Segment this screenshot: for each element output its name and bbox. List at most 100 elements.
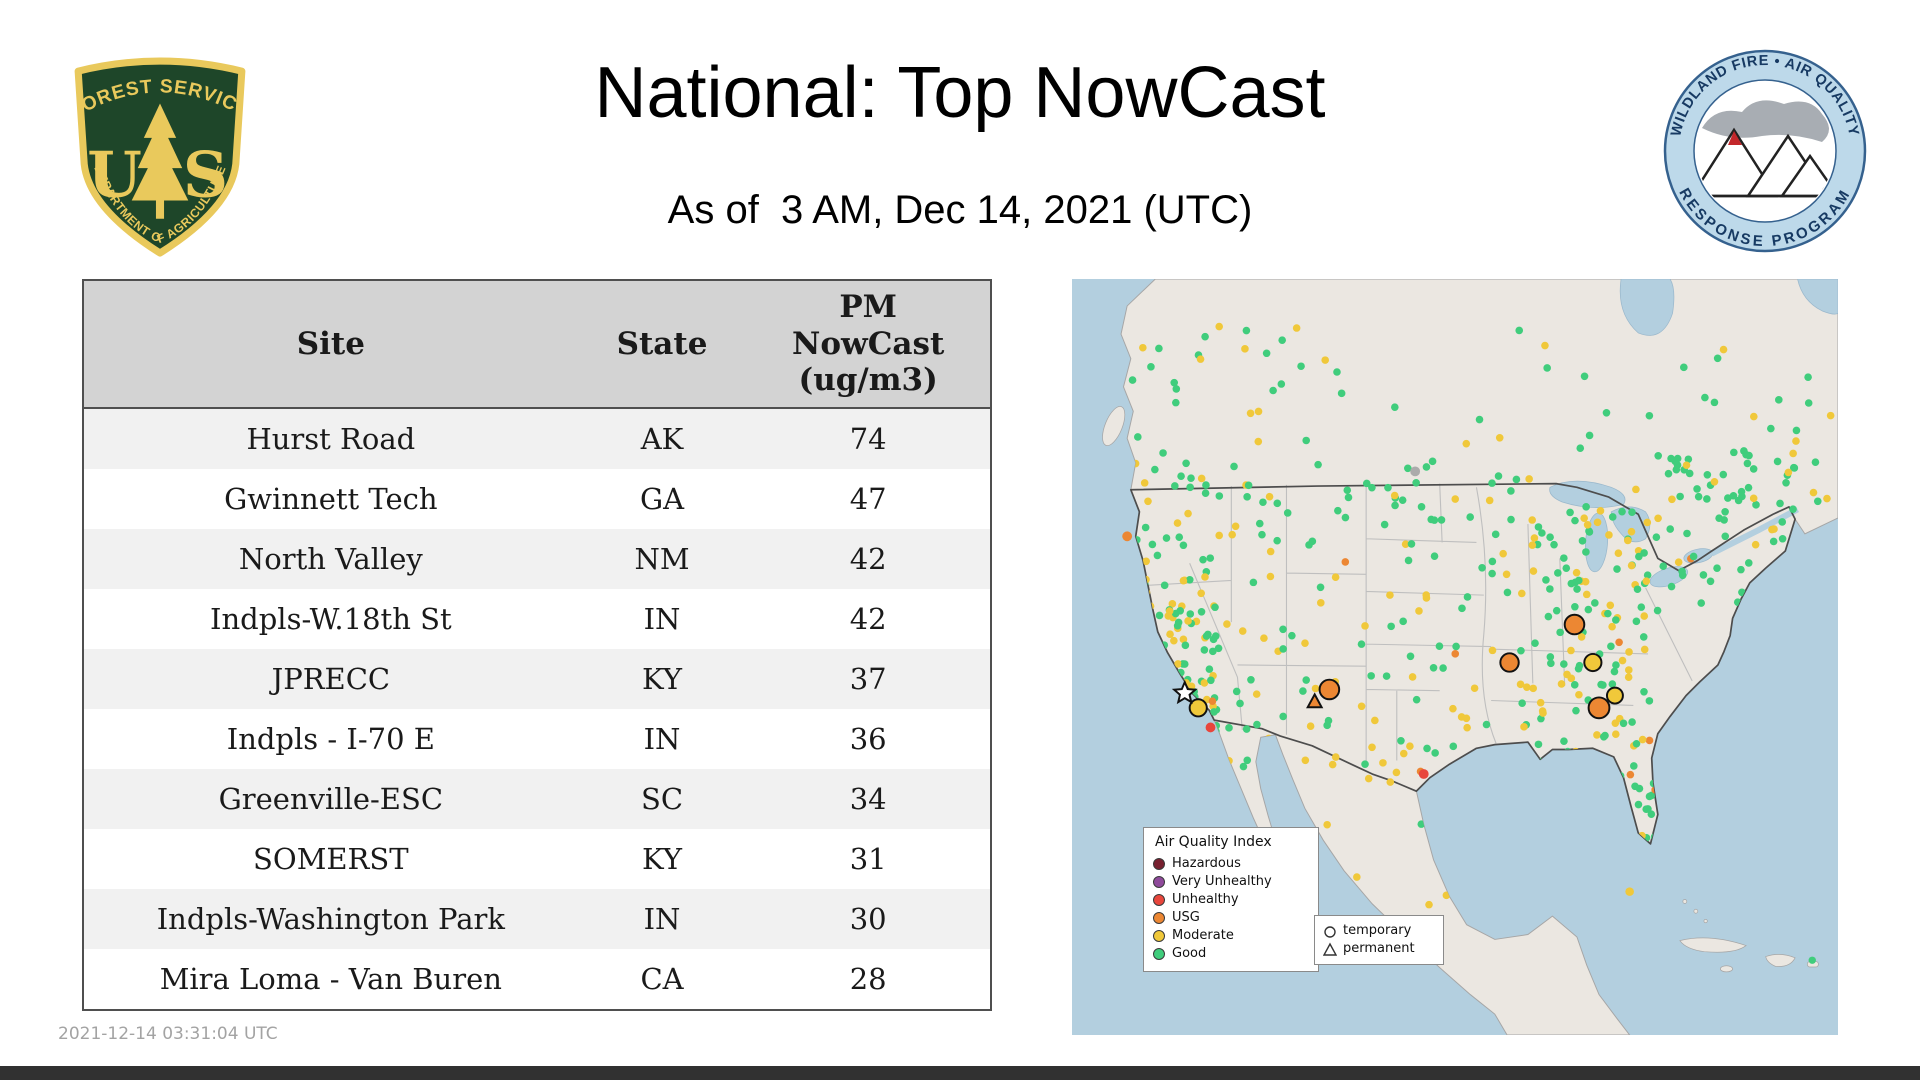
monitor-dot [1211,632,1220,640]
monitor-dot [1202,632,1211,640]
monitor-dot [1749,465,1758,473]
monitor-dot [1144,497,1152,506]
islands [1102,406,1819,973]
monitor-dot [1554,569,1562,577]
permanent-triangle-icon [1323,942,1337,957]
site-marker [1171,679,1198,705]
monitor-dot [1680,363,1688,372]
monitor-dot [1380,520,1389,529]
monitor-dot [1528,516,1537,524]
monitor-dot [1611,730,1620,738]
monitor-dot [1159,449,1167,457]
monitor-dot [1174,618,1183,627]
monitor-dot [1174,660,1182,668]
monitor-dot [1573,585,1581,593]
monitor-dot [1260,634,1268,642]
monitor-dot [1499,549,1507,558]
aqi-legend: Air Quality Index Hazardous Very Unhealth… [1143,827,1319,972]
monitor-dot [1417,502,1426,511]
monitor-dot [1515,326,1524,335]
monitor-dot [1614,549,1623,558]
aqi-legend-label: Very Unhealthy [1172,874,1272,889]
monitor-dot [1265,492,1274,501]
monitor-dot [1422,591,1430,599]
monitor-dot [1175,533,1184,541]
site-type-legend-label: temporary [1343,923,1412,938]
monitor-dot [1341,513,1350,522]
monitor-dot [1463,723,1471,732]
monitor-dot [1488,557,1497,566]
monitor-dot [1238,627,1247,635]
monitor-dot [1674,558,1683,566]
monitor-dot [1567,674,1576,683]
monitor-dot [1671,457,1679,465]
monitor-dot [1415,607,1423,615]
monitor-dot [1697,599,1706,607]
monitor-dot [1488,569,1496,578]
monitor-dot [1391,403,1399,411]
monitor-dot [1277,380,1286,388]
monitor-dot [1593,731,1601,739]
monitor-dot [1475,415,1484,424]
monitor-dot [1721,532,1730,541]
table-cell: Gwinnett Tech [83,469,578,529]
monitor-dot [1606,601,1615,610]
monitor-dot [1324,716,1333,725]
monitor-dot [1531,639,1539,647]
monitor-dot [1713,564,1721,572]
table-cell: KY [577,829,747,889]
monitor-dot [1301,756,1310,765]
monitor-dot [1676,492,1684,501]
monitor-dot [1430,516,1439,524]
monitor-dot [1371,716,1379,725]
monitor-dot [1615,638,1623,647]
monitor-dot [1784,468,1793,477]
monitor-dot [1668,495,1676,504]
fire-icon [1728,131,1742,145]
monitor-dot [1357,640,1366,648]
table-cell: Mira Loma - Van Buren [83,949,578,1010]
monitor-dot [1299,687,1307,695]
monitor-dot [1715,514,1723,522]
monitor-dot [1678,567,1686,576]
monitor-dot [1659,562,1668,571]
aqi-map: Air Quality Index Hazardous Very Unhealth… [1072,279,1838,1035]
site-marker [1808,956,1816,964]
monitor-dot [1630,762,1638,770]
monitor-dot [1613,565,1621,573]
monitor-dot [1201,489,1210,497]
table-cell: 74 [746,408,991,469]
monitor-dot [1495,433,1504,442]
monitor-dot [1575,690,1583,699]
monitor-dot [1634,800,1643,809]
monitor-dot [1775,396,1783,404]
monitor-dot [1230,462,1238,471]
aqi-legend-title: Air Quality Index [1155,834,1272,850]
site-marker [1587,696,1611,720]
monitor-dot [1582,502,1590,511]
monitor-dot [1710,477,1719,486]
monitor-dot [1689,552,1698,561]
monitor-dot [1425,900,1433,909]
page-subtitle: As of 3 AM, Dec 14, 2021 (UTC) [667,188,1253,232]
monitor-dot [1602,409,1611,417]
monitor-dot [1703,471,1712,479]
monitor-dot [1391,501,1399,510]
lakes [1549,279,1838,588]
monitor-dot [1139,343,1147,352]
monitor-dot [1197,589,1205,598]
monitor-dot [1713,354,1722,363]
monitor-dot [1306,722,1315,731]
monitor-dot [1458,604,1466,613]
aqi-legend-item: Moderate [1153,927,1309,945]
monitor-dot [1552,606,1561,615]
monitor-dot [1719,345,1728,354]
monitor-dot [1813,497,1822,506]
aqi-legend-label: USG [1172,910,1200,925]
monitor-dot [1201,573,1209,581]
aqi-color-dot-icon [1153,858,1165,870]
monitor-dot [1147,363,1155,371]
monitor-dot [1769,537,1778,546]
monitor-dot [1449,742,1458,751]
monitor-dot [1408,673,1417,681]
